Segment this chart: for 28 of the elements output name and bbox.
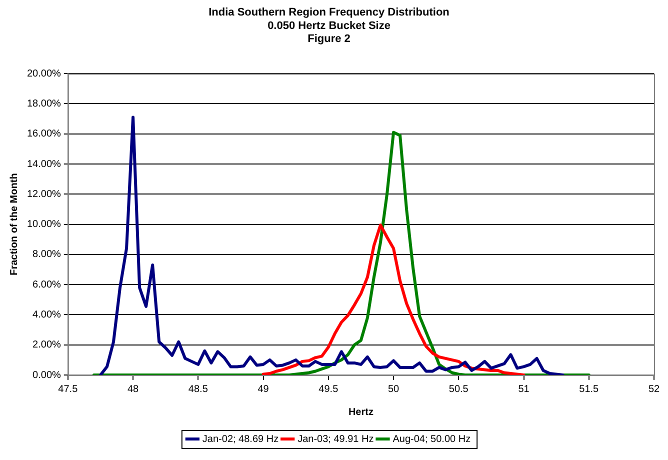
- y-axis-title: Fraction of the Month: [8, 173, 20, 276]
- y-tick-label: 2.00%: [32, 340, 62, 351]
- x-tick-label: 49.5: [318, 384, 339, 395]
- x-tick-label: 50: [388, 384, 400, 395]
- y-tick-label: 16.00%: [26, 128, 62, 140]
- x-tick-label: 48.5: [188, 384, 208, 395]
- y-tick-label: 18.00%: [26, 98, 62, 110]
- chart-subtitle: 0.050 Hertz Bucket Size Figure 2: [268, 20, 390, 46]
- y-tick-label: 12.00%: [26, 188, 62, 200]
- x-tick-label: 48: [127, 384, 140, 395]
- x-tick-label: 47.5: [58, 384, 78, 395]
- y-tick-label: 8.00%: [32, 249, 62, 260]
- x-tick-label: 49: [258, 384, 270, 395]
- x-tick-label: 52: [648, 384, 660, 395]
- y-tick-label: 10.00%: [26, 219, 62, 230]
- x-tick-label: 51: [518, 384, 530, 395]
- y-tick-label: 4.00%: [32, 309, 62, 320]
- y-tick-label: 20.00%: [26, 68, 62, 80]
- legend-label: Jan-03; 49.91 Hz: [298, 434, 374, 445]
- legend-label: Aug-04; 50.00 Hz: [392, 434, 471, 445]
- y-tick-label: 14.00%: [26, 158, 62, 170]
- x-tick-label: 50.5: [448, 384, 469, 395]
- chart-title: India Southern Region Frequency Distribution: [208, 6, 450, 19]
- legend-label: Jan-02; 48.69 Hz: [202, 434, 279, 445]
- x-axis-title: Hertz: [348, 406, 374, 418]
- x-tick-label: 51.5: [579, 384, 600, 395]
- y-tick-label: 0.00%: [32, 370, 62, 381]
- y-tick-label: 6.00%: [32, 279, 62, 290]
